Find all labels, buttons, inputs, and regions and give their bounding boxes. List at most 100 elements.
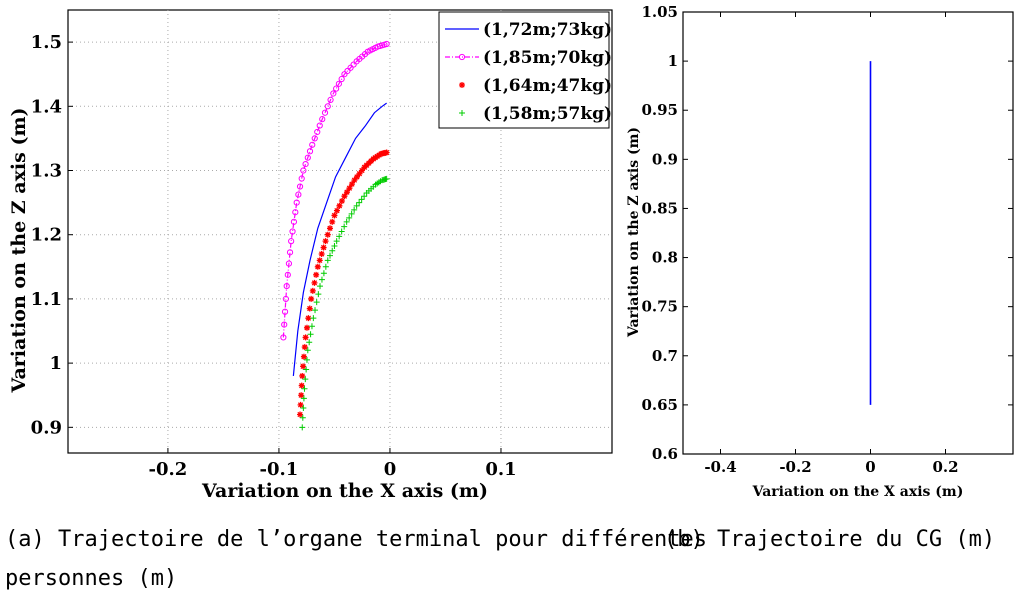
data-point — [321, 109, 329, 116]
data-point — [286, 249, 294, 256]
data-point — [298, 392, 305, 399]
data-point — [322, 263, 329, 270]
series-2 — [280, 40, 390, 341]
data-point — [309, 141, 316, 148]
data-point — [304, 347, 311, 354]
data-point — [281, 308, 289, 315]
data-point — [280, 334, 287, 341]
series-4 — [299, 175, 390, 431]
data-point — [281, 321, 288, 328]
data-point — [309, 287, 316, 294]
legend-label: (1,72m;73kg) — [483, 20, 612, 40]
x-tick-label: 0 — [865, 458, 875, 476]
chart-end-effector-trajectory: -0.2 -0.1 0 0.1 0.9 1 1.1 1.2 1.3 1.4 1.5 (1,72m;73… — [31, 9, 613, 480]
y-tick-label: 1.5 — [31, 32, 62, 53]
data-point — [358, 167, 365, 174]
data-point — [307, 331, 314, 338]
series-line — [282, 43, 387, 338]
data-point — [329, 247, 336, 254]
data-point — [319, 116, 326, 123]
data-point — [297, 411, 304, 418]
y-tick-label: 1.2 — [31, 225, 62, 246]
chart-b-ylabel: Variation on the Z axis (m) — [626, 127, 642, 338]
data-point — [317, 283, 324, 290]
data-point — [315, 291, 322, 298]
data-point — [300, 395, 307, 402]
y-tick-label: 0.95 — [641, 101, 678, 119]
data-point — [311, 279, 318, 286]
data-point — [338, 75, 345, 83]
plot-area-b — [682, 11, 1014, 455]
x-tick-label: 0 — [384, 459, 397, 480]
data-point — [298, 382, 305, 389]
data-point — [292, 209, 299, 216]
y-tick-label: 0.65 — [641, 396, 678, 414]
data-point — [331, 242, 338, 249]
data-point — [302, 334, 309, 341]
legend-box — [438, 11, 610, 129]
data-point — [313, 271, 320, 278]
chart-cg-trajectory: -0.4 -0.2 0 0.2 0.6 0.65 0.7 0.75 0.8 0.85 0.9 0.95… — [641, 3, 1014, 476]
data-point — [383, 149, 390, 156]
y-tick-label: 0.8 — [652, 249, 678, 267]
chart-a-xlabel: Variation on the X axis (m) — [201, 480, 488, 502]
data-point — [301, 344, 308, 351]
data-point — [341, 193, 348, 200]
data-point — [306, 339, 313, 346]
data-point — [299, 372, 306, 379]
y-tick-label: 1 — [668, 52, 678, 70]
caption-a-line1: (a) Trajectoire de l’organe terminal pou… — [5, 527, 707, 552]
data-point — [299, 424, 306, 431]
legend-label: (1,64m;47kg) — [483, 76, 612, 96]
data-point — [295, 191, 302, 198]
data-point — [293, 199, 300, 206]
data-point — [300, 353, 307, 360]
data-point — [346, 185, 353, 192]
data-point — [301, 385, 308, 392]
data-point — [283, 282, 290, 290]
data-point — [303, 356, 310, 363]
data-point — [288, 238, 295, 245]
y-tick-label: 1.4 — [31, 96, 62, 117]
data-point — [353, 173, 360, 180]
x-tick-label: 0.1 — [485, 459, 516, 480]
y-tick-label: 1.3 — [31, 161, 62, 182]
data-point — [300, 363, 307, 370]
data-point — [298, 175, 305, 182]
data-point — [312, 307, 319, 314]
data-point — [308, 323, 315, 330]
series-1 — [292, 102, 387, 377]
data-point — [297, 401, 304, 408]
data-point — [458, 53, 466, 61]
data-point — [333, 238, 340, 245]
data-point — [330, 90, 337, 97]
data-point — [459, 110, 465, 116]
data-point — [320, 244, 327, 251]
y-tick-label: 0.9 — [652, 150, 678, 168]
data-point — [335, 80, 342, 87]
data-point — [333, 207, 340, 214]
data-point — [318, 250, 325, 257]
series-3 — [297, 149, 390, 418]
data-point — [356, 199, 363, 206]
data-point — [324, 257, 331, 264]
data-point — [331, 212, 338, 219]
data-point — [356, 170, 363, 177]
data-point — [289, 228, 296, 235]
legend-item: (1,72m;73kg) — [445, 20, 612, 40]
data-point — [316, 257, 323, 264]
data-point — [351, 206, 358, 213]
y-tick-label: 0.6 — [652, 445, 678, 463]
x-tick-label: -0.2 — [779, 458, 811, 476]
data-point — [327, 225, 334, 232]
data-point — [348, 181, 355, 188]
data-point — [305, 315, 312, 322]
data-point — [327, 96, 334, 103]
legend-item: (1,58m;57kg) — [459, 104, 612, 124]
x-tick-label: -0.4 — [704, 458, 736, 476]
data-point — [318, 276, 325, 283]
data-point — [314, 263, 321, 270]
y-tick-label: 0.85 — [641, 199, 678, 217]
data-point — [300, 405, 307, 412]
